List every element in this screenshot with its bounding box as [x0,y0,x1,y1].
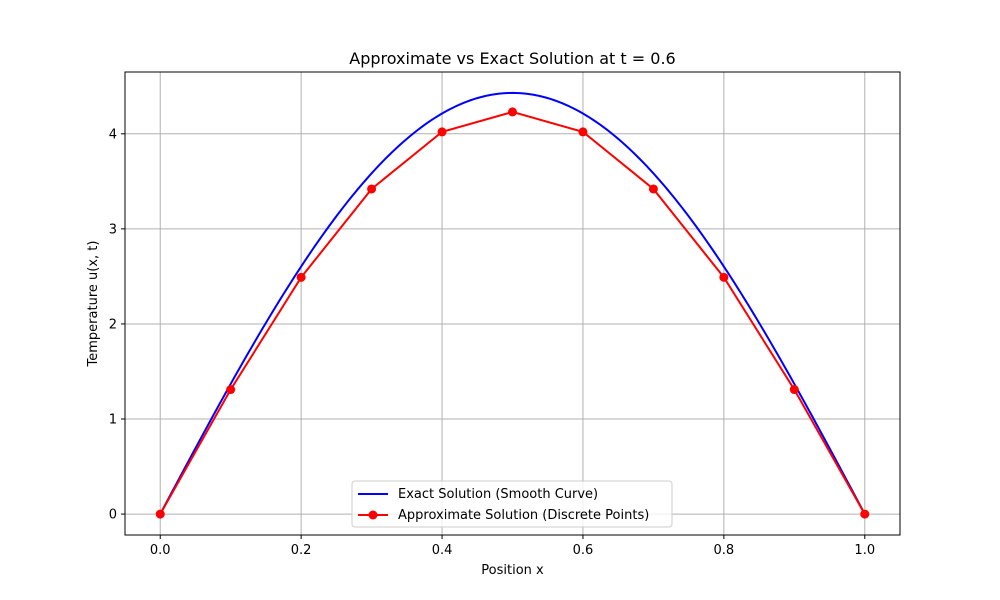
approximate-solution-point [367,184,377,194]
chart-title: Approximate vs Exact Solution at t = 0.6 [349,49,675,68]
approximate-solution-point [648,184,658,194]
legend-approx-label: Approximate Solution (Discrete Points) [398,508,649,523]
y-tick-label: 0 [109,508,117,523]
x-tick-label: 0.2 [291,543,312,558]
approximate-solution-point [437,127,447,137]
approximate-solution-point [719,272,729,282]
y-axis-label: Temperature u(x, t) [86,241,101,368]
x-tick-label: 0.4 [432,543,453,558]
approximate-solution-point [226,385,236,395]
series-group [155,91,870,519]
x-axis-label: Position x [481,563,544,578]
plot-area-frame [124,71,901,536]
y-tick-label: 2 [109,317,117,332]
legend-approx-marker [368,510,378,520]
grid [125,72,900,535]
approximate-solution-line [159,110,866,515]
exact-solution-line [159,91,866,515]
y-tick-label: 1 [109,413,117,428]
legend: Exact Solution (Smooth Curve) Approximat… [351,480,673,528]
y-tick-label: 4 [109,127,117,142]
approximate-solution-point [578,127,588,137]
approximate-solution-point [296,272,306,282]
axis-ticks: 0.0 0.2 0.4 0.6 0.8 1.0 0 1 2 3 4 [109,127,875,558]
approximate-solution-point [508,107,517,117]
approximate-solution-point [155,509,165,519]
x-tick-label: 1.0 [854,543,875,558]
x-tick-label: 0.8 [714,543,735,558]
legend-box [351,480,673,528]
approximate-solution-point [860,509,870,519]
approximate-solution-point [789,385,799,395]
x-tick-label: 0.0 [150,543,171,558]
y-tick-label: 3 [109,222,117,237]
legend-exact-label: Exact Solution (Smooth Curve) [398,487,598,502]
x-tick-label: 0.6 [573,543,594,558]
